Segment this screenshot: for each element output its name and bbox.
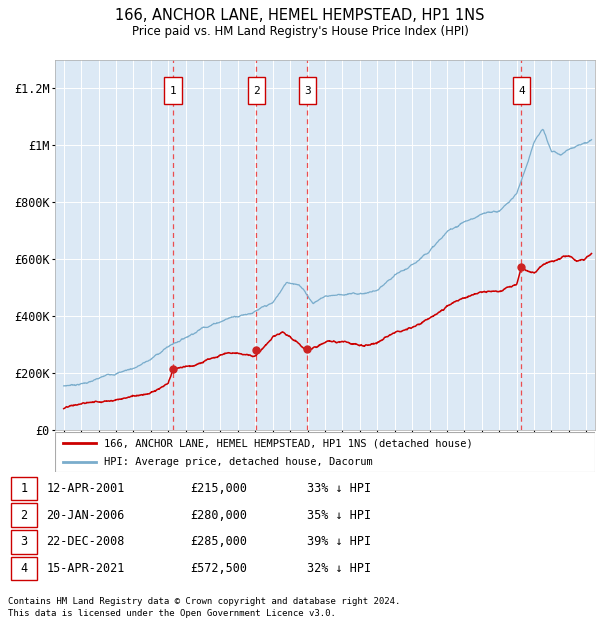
Text: 33% ↓ HPI: 33% ↓ HPI (307, 482, 371, 495)
FancyBboxPatch shape (11, 530, 37, 554)
Text: 15-APR-2021: 15-APR-2021 (46, 562, 125, 575)
FancyBboxPatch shape (164, 77, 182, 104)
FancyBboxPatch shape (248, 77, 265, 104)
FancyBboxPatch shape (11, 557, 37, 580)
Text: 2: 2 (253, 86, 260, 95)
Text: 3: 3 (20, 536, 28, 548)
Text: 1: 1 (20, 482, 28, 495)
Text: Price paid vs. HM Land Registry's House Price Index (HPI): Price paid vs. HM Land Registry's House … (131, 25, 469, 38)
Text: 2: 2 (20, 508, 28, 521)
Text: 1: 1 (170, 86, 176, 95)
FancyBboxPatch shape (11, 503, 37, 527)
Text: 39% ↓ HPI: 39% ↓ HPI (307, 536, 371, 548)
FancyBboxPatch shape (299, 77, 316, 104)
Text: 35% ↓ HPI: 35% ↓ HPI (307, 508, 371, 521)
Text: This data is licensed under the Open Government Licence v3.0.: This data is licensed under the Open Gov… (8, 609, 336, 619)
Text: £280,000: £280,000 (190, 508, 247, 521)
Text: 12-APR-2001: 12-APR-2001 (46, 482, 125, 495)
Text: 166, ANCHOR LANE, HEMEL HEMPSTEAD, HP1 1NS (detached house): 166, ANCHOR LANE, HEMEL HEMPSTEAD, HP1 1… (104, 438, 472, 448)
Text: 20-JAN-2006: 20-JAN-2006 (46, 508, 125, 521)
Text: 166, ANCHOR LANE, HEMEL HEMPSTEAD, HP1 1NS: 166, ANCHOR LANE, HEMEL HEMPSTEAD, HP1 1… (115, 8, 485, 23)
FancyBboxPatch shape (513, 77, 530, 104)
FancyBboxPatch shape (11, 477, 37, 500)
Text: Contains HM Land Registry data © Crown copyright and database right 2024.: Contains HM Land Registry data © Crown c… (8, 598, 400, 606)
Text: 4: 4 (20, 562, 28, 575)
FancyBboxPatch shape (55, 432, 595, 472)
Text: 3: 3 (304, 86, 311, 95)
Text: 22-DEC-2008: 22-DEC-2008 (46, 536, 125, 548)
Text: £572,500: £572,500 (190, 562, 247, 575)
Text: 32% ↓ HPI: 32% ↓ HPI (307, 562, 371, 575)
Text: 4: 4 (518, 86, 525, 95)
Text: £215,000: £215,000 (190, 482, 247, 495)
Text: HPI: Average price, detached house, Dacorum: HPI: Average price, detached house, Daco… (104, 457, 373, 467)
Text: £285,000: £285,000 (190, 536, 247, 548)
